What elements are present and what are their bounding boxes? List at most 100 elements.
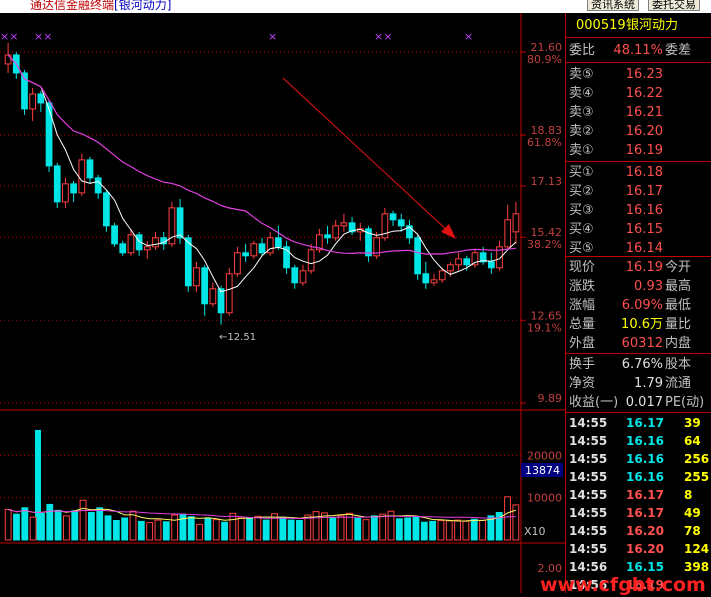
volume-bar — [462, 520, 470, 541]
sell-level-label: 卖① — [569, 143, 594, 158]
stock-name: 银河动力 — [626, 18, 679, 33]
tick-time: 14:55 — [569, 542, 608, 556]
candle-body — [70, 183, 77, 194]
candle-body — [324, 234, 331, 239]
candle-body — [471, 252, 479, 266]
tick-time: 14:55 — [569, 416, 608, 430]
tick-row: 14:55 16.16 255 — [566, 468, 711, 486]
tick-time: 14:55 — [569, 452, 608, 466]
sell-level-row[interactable]: 卖③ 16.21 — [566, 103, 711, 122]
volume-bar — [46, 503, 54, 541]
candle-body — [4, 54, 12, 65]
buy-level-row[interactable]: 买⑤ 16.14 — [566, 239, 711, 258]
trend-arrow-head — [441, 224, 456, 239]
stat-row: 涨幅 6.09% 最低 — [566, 296, 711, 315]
buy-level-row[interactable]: 买④ 16.15 — [566, 220, 711, 239]
candle-body — [487, 261, 495, 269]
volume-bar — [420, 521, 428, 541]
candle-body — [176, 207, 184, 239]
stat-row: 外盘 60312 内盘 — [566, 334, 711, 353]
trade-button[interactable]: 委托交易 — [648, 0, 700, 11]
stat-label-2: 今开 — [665, 260, 692, 275]
candle-body — [496, 246, 503, 269]
sell-level-label: 卖③ — [569, 105, 594, 120]
signal-marker: × — [268, 30, 277, 43]
tick-time: 14:55 — [569, 506, 608, 520]
quote-panel: 000519 银河动力 委比 48.11% 委差 卖⑤ 16.23 卖④ 16.22 卖… — [565, 13, 711, 593]
sell-level-price: 16.21 — [625, 105, 663, 120]
sell-level-price: 16.19 — [625, 143, 663, 158]
tick-price: 16.19 — [626, 578, 664, 592]
sell-level-row[interactable]: 卖⑤ 16.23 — [566, 65, 711, 84]
volume-bar — [445, 520, 453, 541]
volume-bar — [279, 516, 287, 541]
tick-volume: 398 — [684, 560, 710, 574]
volume-bar — [321, 512, 328, 541]
percent-tick-label: 38.2% — [527, 238, 562, 251]
stat-row: 收益(一) 0.017 PE(动) — [566, 393, 711, 412]
candle-body — [406, 225, 413, 239]
volume-bar — [196, 523, 203, 541]
volume-bar — [329, 517, 337, 541]
volume-bar — [304, 514, 312, 541]
buy-level-row[interactable]: 买③ 16.16 — [566, 201, 711, 220]
tick-row: 14:55 16.17 39 — [566, 414, 711, 432]
volume-bar — [229, 512, 237, 541]
volume-bar — [454, 519, 461, 541]
volume-bar — [287, 519, 295, 541]
volume-bar — [104, 515, 112, 541]
signal-marker: ×× — [0, 30, 18, 43]
kline-chart[interactable]: 21.60 18.83 17.13 15.42 12.65 9.89 80.9% 61.8% 3… — [0, 13, 565, 593]
volume-bar — [187, 516, 195, 541]
candle-body — [504, 219, 512, 248]
tick-volume: 124 — [684, 542, 710, 556]
tick-row: 14:55 16.16 256 — [566, 450, 711, 468]
candle-body — [78, 159, 86, 194]
sell-level-row[interactable]: 卖① 16.19 — [566, 141, 711, 160]
candle-body — [225, 273, 233, 314]
buy-level-row[interactable]: 买① 16.18 — [566, 163, 711, 182]
sell-level-label: 卖② — [569, 124, 594, 139]
candle-body — [447, 264, 454, 272]
candle-body — [397, 219, 405, 227]
price-tick-label: 17.13 — [531, 175, 563, 188]
buy-level-label: 买① — [569, 165, 594, 180]
candle-body — [201, 267, 209, 305]
ma30-line — [7, 54, 516, 255]
volume-bar — [404, 517, 412, 541]
sell-level-row[interactable]: 卖② 16.20 — [566, 122, 711, 141]
news-system-button[interactable]: 资讯系统 — [587, 0, 639, 11]
tick-volume: 39 — [684, 416, 701, 430]
tick-price: 16.20 — [626, 524, 664, 538]
candle-body — [37, 93, 45, 104]
price-tick-label: 21.60 — [531, 41, 563, 54]
volume-bar — [112, 520, 120, 541]
buy-level-row[interactable]: 买② 16.17 — [566, 182, 711, 201]
chart-canvas: 21.60 18.83 17.13 15.42 12.65 9.89 80.9% 61.8% 3… — [0, 13, 565, 593]
stat-value: 6.09% — [621, 298, 663, 313]
candle-body — [119, 243, 127, 254]
volume-bar — [362, 519, 370, 541]
trend-arrow-line — [282, 77, 451, 234]
stat-label: 净资 — [569, 376, 596, 391]
candle-body — [217, 288, 225, 314]
sell-level-row[interactable]: 卖④ 16.22 — [566, 84, 711, 103]
volume-bar — [337, 515, 345, 541]
app-name: 通达信金融终端 — [30, 0, 115, 12]
candle-body — [348, 222, 356, 233]
stat-label: 收益(一) — [569, 395, 619, 410]
stat-row: 总量 10.6万 量比 — [566, 315, 711, 334]
stock-tab[interactable]: [银河动力] — [114, 0, 172, 12]
volume-bar — [146, 522, 154, 541]
volume-bar — [395, 518, 403, 541]
volume-bar — [204, 517, 212, 541]
volume-bar — [412, 516, 420, 541]
tick-volume: 64 — [684, 434, 701, 448]
volume-bar — [79, 499, 87, 541]
stock-header: 000519 银河动力 — [566, 16, 711, 35]
candle-body — [266, 237, 274, 254]
candle-body — [332, 225, 340, 239]
webi-label: 委比 — [569, 43, 596, 58]
candle-body — [373, 237, 381, 257]
candle-body — [111, 225, 118, 245]
